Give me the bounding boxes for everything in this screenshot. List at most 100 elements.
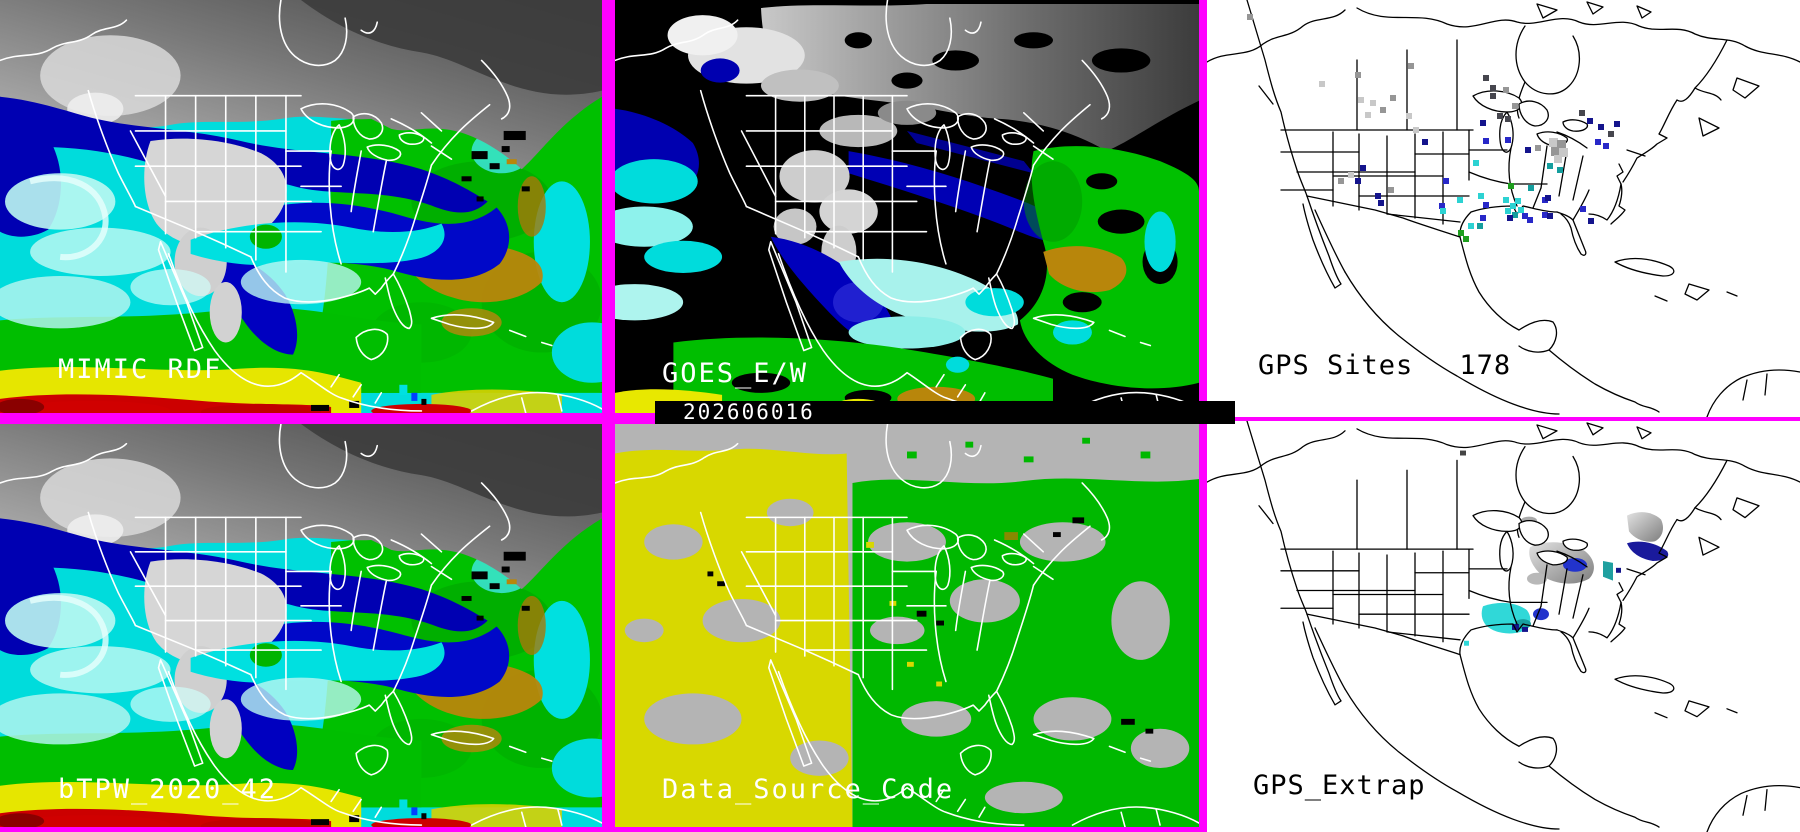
gps-site-dot — [1463, 236, 1469, 242]
panel-data-source-code: Data_Source_Code — [615, 424, 1199, 827]
gps-site-dot — [1535, 145, 1541, 151]
panel-btpw: bTPW_2020_42 — [0, 424, 602, 827]
gps-site-dot — [1388, 187, 1394, 193]
gps-site-dot — [1406, 113, 1412, 119]
panel-gps-extrap: GPS_Extrap — [1207, 421, 1800, 832]
gps-site-dot — [1477, 223, 1483, 229]
gps-site-dot — [1542, 212, 1548, 218]
gps-site-dot — [1525, 147, 1531, 153]
gps-site-dot — [1480, 215, 1486, 221]
gps-site-dot — [1559, 148, 1568, 157]
gps-site-dot — [1603, 143, 1609, 149]
gps-site-dot — [1358, 97, 1364, 103]
gps-site-dot — [1378, 200, 1384, 206]
gps-site-dot — [1440, 208, 1446, 214]
gps-site-dot — [1497, 113, 1503, 119]
gps-site-dot — [1527, 217, 1533, 223]
gps-sites-count: 178 — [1459, 350, 1512, 381]
gps-site-dot — [1390, 95, 1396, 101]
gps-site-dot — [1549, 138, 1558, 147]
gps-site-dot — [1554, 155, 1562, 163]
gps-site-dot — [1473, 160, 1479, 166]
mimic-map-art — [0, 0, 602, 413]
gps-site-dot — [1370, 100, 1376, 106]
gps-site-dot — [1457, 197, 1463, 203]
gps-site-dot — [1408, 63, 1414, 69]
goes-map-art — [615, 0, 1199, 413]
gps-site-dot — [1595, 139, 1601, 145]
timestamp-bar: 202606016 — [655, 401, 1235, 424]
gps-dot-layer — [1207, 0, 1800, 417]
gps-site-dot — [1319, 81, 1325, 87]
gps-site-dot — [1614, 121, 1620, 127]
gps-site-dot — [1505, 116, 1511, 122]
gps-site-dot — [1512, 212, 1518, 218]
gps-site-dot — [1375, 193, 1381, 199]
gps-site-dot — [1490, 93, 1496, 99]
gps-site-dot — [1557, 140, 1566, 149]
gps-site-dot — [1547, 213, 1553, 219]
mimic-label: MIMIC RDF — [58, 354, 223, 385]
gps-site-dot — [1443, 178, 1449, 184]
gps-site-dot — [1608, 131, 1614, 137]
gps-site-dot — [1505, 137, 1511, 143]
btpw-map-art — [0, 424, 602, 827]
gps-site-dot — [1507, 215, 1513, 221]
divider-horizontal-left — [0, 413, 602, 424]
gps-site-dot — [1468, 223, 1474, 229]
gps-site-dot — [1338, 178, 1344, 184]
gps-extrap-blobs — [1460, 450, 1669, 646]
gps-site-dot — [1547, 163, 1553, 169]
gps-site-dot — [1508, 183, 1514, 189]
gps-site-dot — [1490, 85, 1496, 91]
divider-vertical-left — [602, 0, 615, 832]
gps-site-dot — [1598, 124, 1604, 130]
gps-site-dot — [1355, 72, 1361, 78]
gps-site-dot — [1557, 167, 1563, 173]
gps-site-dot — [1505, 208, 1511, 214]
gps-site-dot — [1579, 110, 1585, 116]
data-source-label: Data_Source_Code — [662, 774, 955, 805]
gps-site-dot — [1348, 172, 1354, 178]
gps-sites-label-text: GPS Sites — [1258, 350, 1414, 381]
gps-site-dot — [1422, 139, 1428, 145]
gps-sites-label: GPS Sites 178 — [1258, 352, 1511, 379]
gps-site-dot — [1515, 198, 1521, 204]
gps-site-dot — [1512, 103, 1518, 109]
gps-site-dot — [1522, 213, 1528, 219]
gps-site-dot — [1518, 207, 1524, 213]
gps-site-dot — [1483, 202, 1489, 208]
btpw-label: bTPW_2020_42 — [58, 774, 278, 805]
goes-label: GOES_E/W — [662, 358, 809, 389]
gps-site-dot — [1483, 138, 1489, 144]
gps-site-dot — [1380, 107, 1386, 113]
gps-site-dot — [1365, 112, 1371, 118]
gps-site-dot — [1458, 230, 1464, 236]
timestamp-text: 202606016 — [683, 400, 815, 424]
panel-gps-sites: GPS Sites 178 — [1207, 0, 1800, 417]
gps-site-dot — [1439, 203, 1445, 209]
gps-site-dot — [1483, 75, 1489, 81]
gps-site-dot — [1545, 195, 1551, 201]
gps-site-dot — [1355, 178, 1361, 184]
divider-bottom — [0, 827, 1199, 832]
gps-site-dot — [1528, 185, 1534, 191]
gps-site-dot — [1587, 118, 1593, 124]
gps-site-dot — [1503, 197, 1509, 203]
gps-site-dot — [1413, 127, 1419, 133]
divider-horizontal-right — [1207, 417, 1800, 421]
data-source-map-art — [615, 424, 1199, 827]
gps-site-dot — [1360, 165, 1366, 171]
panel-goes-ew: GOES_E/W — [615, 0, 1199, 413]
gps-site-dot — [1588, 218, 1594, 224]
gps-site-dot — [1551, 147, 1560, 156]
gps-site-dot — [1580, 206, 1586, 212]
gps-site-dot — [1478, 193, 1484, 199]
gps-site-dot — [1510, 203, 1516, 209]
gps-extrap-map — [1207, 421, 1800, 832]
gps-site-dot — [1247, 14, 1253, 20]
gps-site-dot — [1503, 87, 1509, 93]
gps-extrap-label: GPS_Extrap — [1253, 770, 1426, 801]
gps-site-dot — [1480, 120, 1486, 126]
